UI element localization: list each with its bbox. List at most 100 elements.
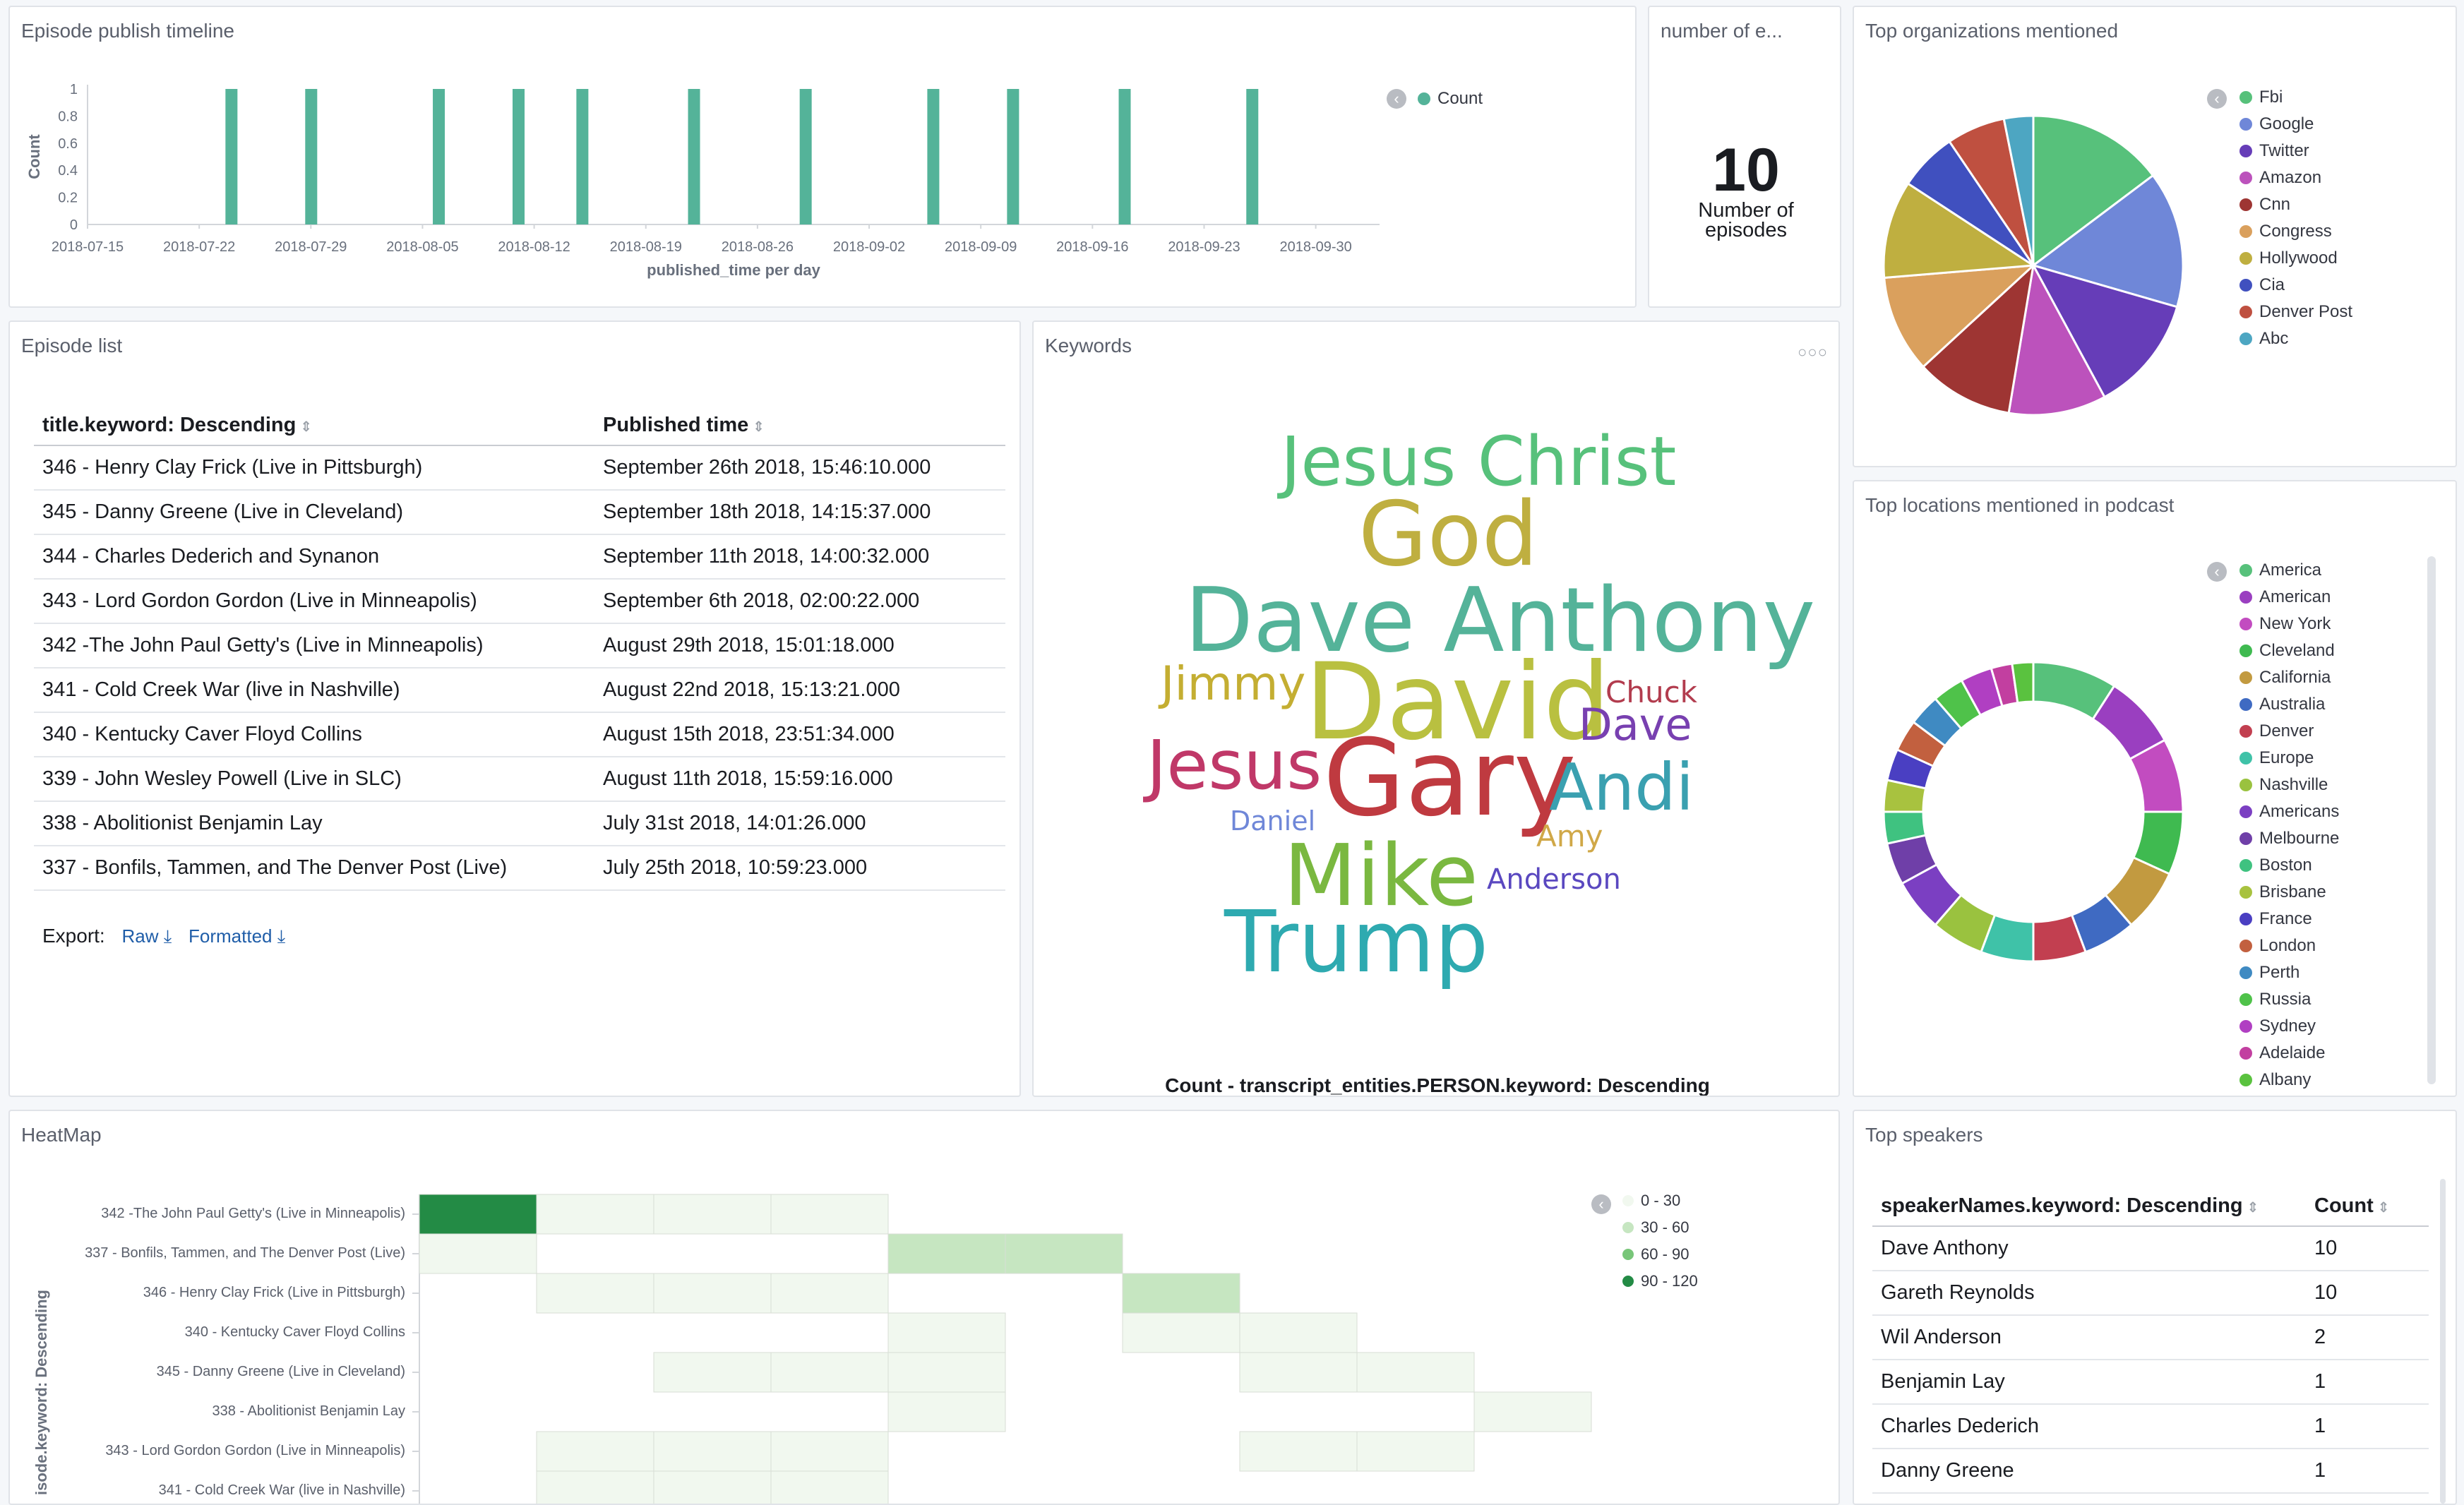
column-header-published-time[interactable]: Published time ⇕ (594, 405, 1005, 446)
legend-item[interactable]: Sydney (2239, 1017, 2316, 1036)
legend-item[interactable]: America (2239, 560, 2321, 580)
legend-item[interactable]: Hollywood (2239, 248, 2338, 268)
heatmap-cell[interactable] (1122, 1273, 1240, 1314)
legend-item[interactable]: Cia (2239, 275, 2285, 295)
keyword-word[interactable]: Trump (1224, 894, 1489, 992)
legend-item[interactable]: Melbourne (2239, 829, 2339, 849)
keyword-word[interactable]: Jesus Christ (1281, 422, 1677, 501)
legend-toggle-icon[interactable]: ‹ (1387, 89, 1406, 109)
heatmap-cell[interactable] (1356, 1431, 1475, 1472)
heatmap-cell[interactable] (1122, 1312, 1240, 1353)
legend-toggle-icon[interactable]: ‹ (2207, 89, 2227, 109)
heatmap-cell[interactable] (1239, 1312, 1358, 1353)
location-slice[interactable] (2011, 661, 2035, 704)
keyword-word[interactable]: Amy (1536, 819, 1603, 853)
legend-item[interactable]: New York (2239, 614, 2331, 634)
keyword-word[interactable]: Gary (1323, 717, 1577, 840)
heatmap-cell[interactable] (653, 1431, 772, 1472)
legend-item[interactable]: Australia (2239, 695, 2325, 714)
organization-slice[interactable] (1921, 262, 2035, 414)
legend-item[interactable]: Americans (2239, 802, 2339, 822)
legend-toggle-icon[interactable]: ‹ (2207, 562, 2227, 582)
organization-slice[interactable] (1883, 264, 2037, 368)
keyword-word[interactable]: Dave Anthony (1185, 568, 1816, 672)
legend-item[interactable]: Congress (2239, 222, 2332, 241)
heatmap-cell[interactable] (653, 1470, 772, 1505)
keyword-word[interactable]: Dave (1579, 699, 1692, 750)
legend-item[interactable]: Twitter (2239, 141, 2309, 161)
legend-item[interactable]: American (2239, 587, 2331, 607)
timeline-bar[interactable] (1118, 89, 1131, 224)
legend-item[interactable]: California (2239, 668, 2331, 688)
organization-slice[interactable] (2031, 263, 2179, 399)
heatmap-cell[interactable] (887, 1312, 1006, 1353)
sort-icon[interactable]: ⇕ (2247, 1199, 2259, 1216)
legend-item[interactable]: Google (2239, 114, 2314, 134)
keyword-word[interactable]: Daniel (1230, 805, 1316, 837)
column-header-speaker[interactable]: speakerNames.keyword: Descending ⇕ (1872, 1186, 2306, 1227)
legend-item[interactable]: Nashville (2239, 775, 2328, 795)
sort-icon[interactable]: ⇕ (300, 419, 313, 435)
heatmap-cell[interactable] (536, 1273, 654, 1314)
heatmap-cell[interactable] (1239, 1431, 1358, 1472)
keyword-word[interactable]: David (1305, 641, 1611, 764)
organization-slice[interactable] (2007, 262, 2106, 416)
heatmap-cell[interactable] (653, 1273, 772, 1314)
legend-item[interactable]: Cleveland (2239, 641, 2335, 661)
legend-item[interactable]: Cnn (2239, 195, 2290, 215)
heatmap-cell[interactable] (419, 1233, 537, 1274)
organization-slice[interactable] (2002, 114, 2035, 266)
legend-item[interactable]: Denver Post (2239, 302, 2352, 322)
organization-slice[interactable] (2032, 114, 2155, 268)
timeline-bar[interactable] (225, 89, 238, 224)
legend-item[interactable]: Abc (2239, 329, 2288, 349)
legend-item[interactable]: 90 - 120 (1622, 1272, 1698, 1290)
legend-item[interactable]: Amazon (2239, 168, 2321, 188)
legend-item[interactable]: 30 - 60 (1622, 1218, 1689, 1237)
legend-toggle-icon[interactable]: ‹ (1591, 1194, 1611, 1214)
column-header-title[interactable]: title.keyword: Descending ⇕ (34, 405, 594, 446)
heatmap-cell[interactable] (1239, 1352, 1358, 1393)
heatmap-cell[interactable] (536, 1194, 654, 1235)
legend-item[interactable]: Perth (2239, 963, 2299, 983)
legend-item[interactable]: London (2239, 936, 2316, 956)
heatmap-cell[interactable] (653, 1194, 772, 1235)
timeline-bar[interactable] (688, 89, 700, 224)
timeline-bar[interactable] (799, 89, 812, 224)
heatmap-cell[interactable] (770, 1470, 889, 1505)
legend-item[interactable]: 60 - 90 (1622, 1245, 1689, 1264)
heatmap-cell[interactable] (887, 1233, 1006, 1274)
keyword-word[interactable]: Mike (1284, 827, 1478, 925)
organization-slice[interactable] (1882, 181, 2037, 280)
legend-item[interactable]: Brisbane (2239, 882, 2326, 902)
heatmap-cell[interactable] (770, 1194, 889, 1235)
column-header-count[interactable]: Count ⇕ (2306, 1186, 2429, 1227)
heatmap-cell[interactable] (887, 1391, 1006, 1432)
keyword-word[interactable]: Jimmy (1161, 656, 1306, 711)
heatmap-cell[interactable] (1005, 1233, 1123, 1274)
heatmap-cell[interactable] (419, 1194, 537, 1235)
legend-item-count[interactable]: Count (1418, 89, 1483, 109)
timeline-bar[interactable] (1007, 89, 1019, 224)
timeline-bar[interactable] (1246, 89, 1259, 224)
sort-icon[interactable]: ⇕ (2377, 1199, 2390, 1216)
timeline-bar[interactable] (305, 89, 318, 224)
heatmap-cell[interactable] (770, 1273, 889, 1314)
timeline-bar[interactable] (433, 89, 445, 224)
keyword-word[interactable]: Jesus (1147, 726, 1322, 805)
heatmap-cell[interactable] (1356, 1352, 1475, 1393)
heatmap-cell[interactable] (1473, 1391, 1592, 1432)
legend-item[interactable]: Denver (2239, 721, 2314, 741)
timeline-bar[interactable] (576, 89, 589, 224)
legend-scrollbar[interactable] (2427, 556, 2436, 1084)
legend-item[interactable]: Boston (2239, 856, 2312, 875)
legend-item[interactable]: Russia (2239, 990, 2311, 1009)
panel-options-icon[interactable]: ○○○ (1798, 343, 1828, 361)
sort-icon[interactable]: ⇕ (753, 419, 765, 435)
legend-item[interactable]: 0 - 30 (1622, 1192, 1680, 1210)
heatmap-cell[interactable] (887, 1352, 1006, 1393)
heatmap-cell[interactable] (653, 1352, 772, 1393)
timeline-bar[interactable] (927, 89, 940, 224)
keyword-word[interactable]: God (1358, 482, 1538, 586)
export-formatted-link[interactable]: Formatted ⤓ (189, 925, 285, 947)
